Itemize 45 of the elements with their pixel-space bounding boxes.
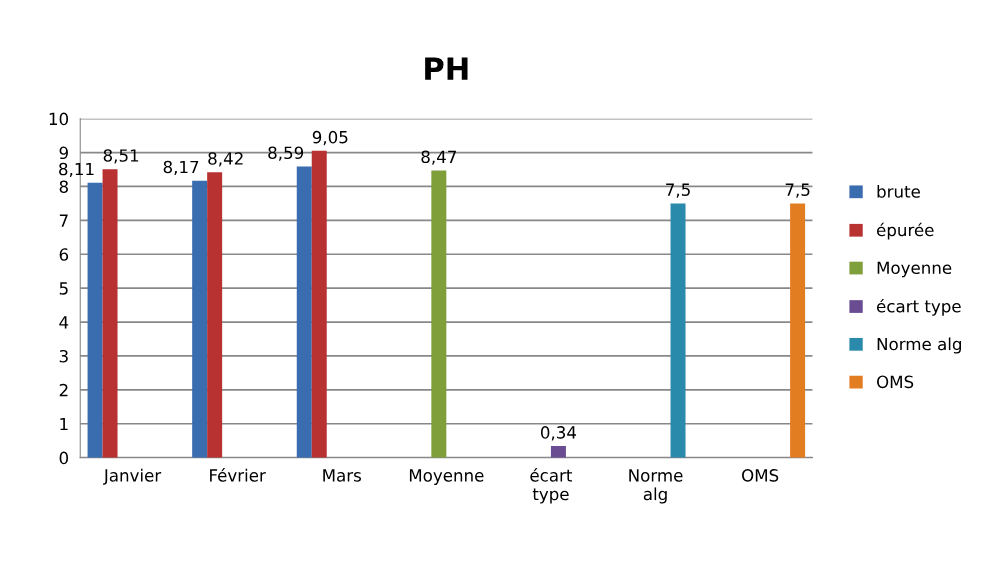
data-label: 7,5 [785, 183, 810, 198]
data-label: 8,59 [268, 146, 304, 161]
y-tick-label: 9 [59, 146, 68, 160]
data-label: 9,05 [312, 130, 348, 146]
x-tick-label: OMS [742, 469, 779, 482]
legend-label: Moyenne [877, 261, 952, 278]
bar [311, 150, 327, 458]
x-tick-label: Février [210, 468, 266, 482]
bar [87, 182, 103, 458]
x-tick-label: Moyenne [409, 469, 484, 485]
y-tick-label: 5 [59, 282, 68, 295]
y-tick-label: 10 [49, 112, 69, 126]
bar [192, 180, 208, 458]
y-tick-label: 6 [59, 248, 69, 261]
data-label: 8,17 [163, 160, 199, 175]
y-tick-label: 3 [59, 349, 68, 363]
bar [102, 169, 118, 458]
bar [790, 203, 806, 458]
data-label: 0,34 [540, 426, 577, 441]
y-tick-label: 8 [59, 180, 68, 194]
y-tick-label: 0 [59, 451, 69, 465]
y-tick-label: 2 [59, 383, 68, 397]
legend-label: brute [877, 184, 920, 198]
bar [296, 166, 312, 458]
x-tick-label: Mars [323, 469, 361, 482]
legend-label: Norme alg [877, 337, 961, 354]
data-label: 8,42 [208, 152, 243, 167]
data-label: 8,11 [59, 162, 94, 178]
y-tick-label: 1 [60, 417, 68, 431]
legend-label: écart type [876, 298, 961, 316]
chart-title: PH [425, 57, 468, 80]
bar [550, 446, 566, 458]
legend-label: épurée [876, 222, 934, 240]
y-tick-label: 4 [59, 316, 69, 329]
legend-label: OMS [877, 375, 914, 389]
bar [670, 203, 686, 458]
bar [431, 170, 447, 458]
x-tick-label: Janvier [103, 468, 162, 485]
data-label: 7,5 [666, 183, 690, 198]
data-label: 8,47 [421, 150, 456, 165]
y-tick-label: 7 [59, 214, 68, 227]
x-tick-label: écart type [530, 468, 573, 504]
x-tick-label: Norme alg [629, 469, 683, 504]
bar [207, 172, 223, 458]
data-label: 8,51 [103, 149, 139, 164]
